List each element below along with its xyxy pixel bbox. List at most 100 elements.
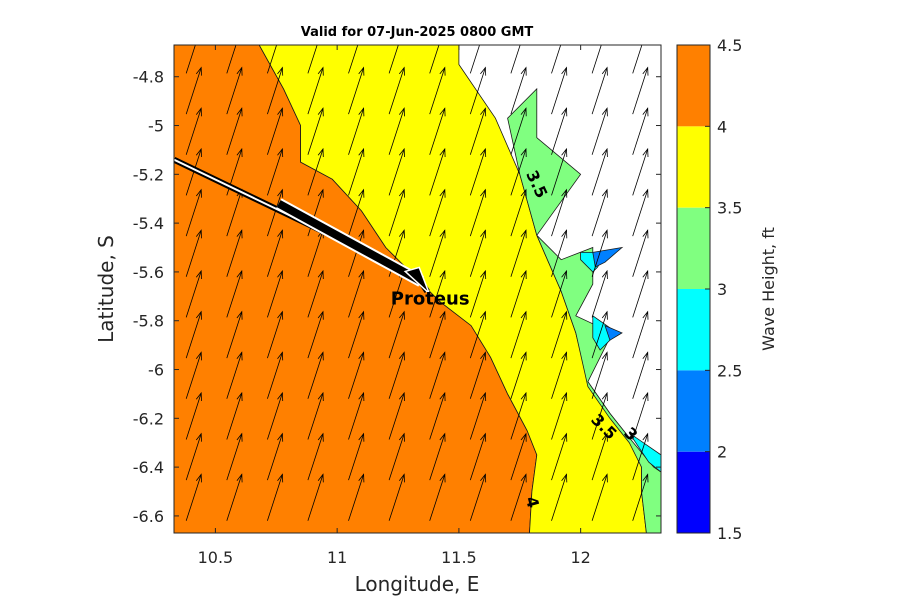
wind-arrow-shaft-65	[388, 270, 405, 318]
wind-arrow-head-99	[520, 351, 527, 361]
wind-arrow-shaft-107	[510, 45, 521, 74]
wind-arrow-shaft-129	[591, 108, 608, 155]
wind-arrow-shaft-0	[185, 474, 202, 521]
wind-arrow-head-131	[602, 27, 607, 35]
colorbar-segment-1	[677, 370, 710, 452]
wind-arrow-shaft-35	[267, 45, 278, 74]
wind-arrow-head-127	[601, 188, 608, 198]
wind-arrow-head-61	[398, 432, 405, 442]
wind-arrow-head-52	[358, 310, 365, 320]
wind-arrow-shaft-143	[632, 45, 643, 74]
wind-arrow-head-117	[561, 107, 568, 117]
wind-arrow-head-63	[398, 351, 405, 361]
colorbar-segment-2	[677, 289, 710, 371]
wave-height-regions	[174, 45, 661, 533]
wind-arrow-head-86	[480, 391, 487, 402]
ship-marker-icon	[403, 266, 430, 294]
wind-arrow-head-109	[561, 432, 568, 442]
wind-arrow-head-4	[195, 310, 202, 320]
wind-arrow-head-116	[561, 147, 568, 158]
wind-arrow-head-23	[237, 27, 242, 35]
wind-arrow-shaft-13	[226, 433, 243, 481]
wind-arrow-head-68	[398, 147, 405, 158]
wind-arrow-head-101	[520, 269, 527, 280]
wind-arrow-head-12	[236, 473, 243, 483]
wind-arrow-shaft-90	[469, 230, 486, 277]
wind-arrow-head-97	[520, 432, 527, 442]
wind-arrow-head-57	[358, 107, 365, 117]
wind-arrow-shaft-25	[267, 433, 283, 481]
wind-arrow-shaft-77	[429, 270, 446, 318]
wind-arrow-shaft-85	[469, 433, 486, 481]
x-tick-label-1: 11	[327, 548, 347, 567]
wind-arrow-shaft-53	[348, 270, 364, 318]
colorbar-segment-0	[677, 451, 710, 533]
x-axis-label: Longitude, E	[355, 572, 480, 596]
wind-arrow-head-1	[195, 432, 202, 442]
wind-arrow-shaft-39	[307, 352, 324, 399]
wind-arrow-shaft-87	[469, 352, 486, 399]
wind-arrow-shaft-127	[591, 189, 608, 237]
wind-arrow-head-15	[236, 351, 243, 361]
colorbar-segment-4	[677, 126, 710, 208]
wind-arrow-head-88	[480, 310, 487, 320]
wind-arrow-head-136	[642, 310, 649, 320]
wind-arrow-head-79	[439, 188, 446, 198]
wind-arrow-head-140	[642, 147, 649, 158]
wind-arrow-shaft-136	[632, 311, 649, 359]
y-tick-label-9: -6.6	[133, 507, 164, 526]
wind-arrow-head-40	[317, 310, 324, 320]
wind-arrow-head-38	[317, 391, 324, 402]
wind-arrow-shaft-89	[469, 270, 486, 318]
colorbar-tick-label-0: 1.5	[717, 524, 742, 543]
wind-arrow-head-106	[520, 66, 527, 76]
wind-vector-field	[185, 27, 649, 521]
wind-arrow-shaft-62	[388, 392, 405, 440]
wind-arrow-head-110	[561, 391, 568, 402]
plot-frame	[173, 44, 662, 534]
wind-arrow-head-138	[642, 229, 649, 239]
wind-arrow-head-108	[561, 473, 568, 483]
wind-arrow-head-41	[317, 269, 324, 280]
wind-arrow-shaft-114	[551, 230, 567, 277]
x-tick-label-0: 10.5	[198, 548, 234, 567]
wind-arrow-shaft-142	[632, 67, 649, 115]
y-tick-label-4: -5.6	[133, 263, 164, 282]
wind-arrow-head-135	[642, 351, 649, 361]
wind-arrow-head-102	[520, 229, 527, 239]
y-axis: -4.8 -5 -5.2 -5.4 -5.6 -5.8 -6 -6.2 -6.4 -6.6	[133, 68, 661, 526]
wind-arrow-shaft-104	[510, 148, 527, 196]
wind-arrow-shaft-5	[185, 270, 202, 318]
wind-arrow-shaft-120	[591, 474, 608, 521]
wind-arrow-head-46	[317, 66, 324, 76]
wind-arrow-shaft-31	[267, 189, 283, 237]
wind-arrow-head-93	[480, 107, 487, 117]
wind-arrow-head-76	[439, 310, 446, 320]
wind-arrow-shaft-99	[510, 352, 527, 399]
wind-arrow-head-22	[236, 66, 243, 76]
wind-arrow-head-129	[601, 107, 608, 117]
wind-arrow-head-28	[277, 310, 284, 320]
wind-arrow-shaft-37	[307, 433, 324, 481]
wind-arrow-shaft-6	[185, 230, 202, 277]
wind-arrow-shaft-81	[429, 108, 446, 155]
wind-arrow-shaft-69	[388, 108, 405, 155]
wind-arrow-shaft-10	[185, 67, 202, 115]
wind-arrow-head-87	[480, 351, 487, 361]
wind-arrow-shaft-108	[551, 474, 567, 521]
x-tick-label-2: 11.5	[441, 548, 477, 567]
wind-arrow-shaft-18	[226, 230, 243, 277]
wind-arrow-shaft-60	[388, 474, 405, 521]
wind-arrow-shaft-83	[429, 45, 440, 74]
wind-arrow-head-51	[358, 351, 365, 361]
wind-arrow-head-113	[561, 269, 568, 280]
wind-arrow-shaft-17	[226, 270, 243, 318]
wind-arrow-head-89	[480, 269, 487, 280]
wind-arrow-head-18	[236, 229, 243, 239]
wind-arrow-shaft-15	[226, 352, 243, 399]
wind-arrow-head-115	[561, 188, 568, 198]
wind-arrow-head-14	[236, 391, 243, 402]
wind-arrow-head-16	[236, 310, 243, 320]
wind-arrow-shaft-27	[267, 352, 283, 399]
